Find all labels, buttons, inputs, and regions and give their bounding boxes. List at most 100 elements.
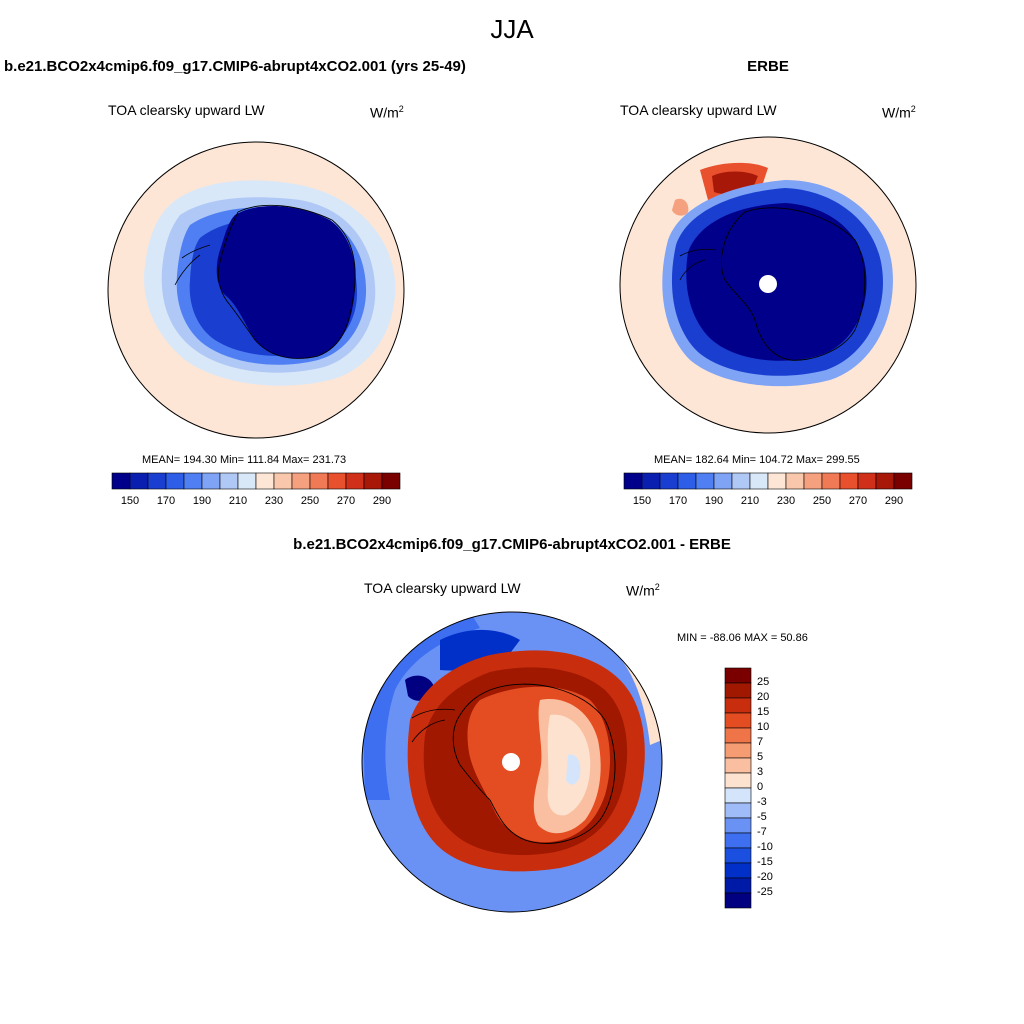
peninsula-coastline (679, 248, 717, 281)
colorbar-tick-label: 250 (812, 495, 832, 507)
colorbar-tick-label: 230 (264, 495, 284, 507)
observation-panel-stats: MEAN= 182.64 Min= 104.72 Max= 299.55 (654, 454, 860, 466)
colorbar-box (237, 472, 257, 490)
colorbar-box (724, 727, 752, 744)
colorbar-box (875, 472, 895, 490)
map-border (619, 136, 917, 434)
difference-panel-heading: b.e21.BCO2x4cmip6.f09_g17.CMIP6-abrupt4x… (293, 536, 731, 553)
coastline (452, 683, 616, 844)
colorbar-box (749, 472, 769, 490)
colorbar-tick-label: -15 (757, 856, 773, 868)
difference-colorbar (724, 667, 752, 909)
pole-hole (759, 275, 777, 293)
colorbar-box (129, 472, 149, 490)
colorbar-box (724, 787, 752, 804)
colorbar-box (695, 472, 715, 490)
colorbar-box (724, 742, 752, 759)
difference-panel-subtitle: TOA clearsky upward LW (364, 580, 521, 596)
colorbar-box (183, 472, 203, 490)
colorbar-box (345, 472, 365, 490)
colorbar-tick-label: 7 (757, 736, 764, 748)
colorbar-box (724, 697, 752, 714)
colorbar-tick-label: 190 (192, 495, 212, 507)
page-title: JJA (490, 14, 534, 44)
colorbar-tick-label: -3 (757, 796, 767, 808)
colorbar-box (381, 472, 401, 490)
model-panel-stats: MEAN= 194.30 Min= 111.84 Max= 231.73 (142, 454, 347, 466)
colorbar-box (677, 472, 697, 490)
map-fill-core (216, 205, 356, 359)
colorbar-box (857, 472, 877, 490)
colorbar-box (111, 472, 131, 490)
map-border (361, 611, 663, 913)
colorbar-box (309, 472, 329, 490)
colorbar-box (893, 472, 913, 490)
colorbar-box (724, 847, 752, 864)
colorbar-box (641, 472, 661, 490)
colorbar-tick-label: 210 (228, 495, 248, 507)
observation-polar-map (619, 136, 917, 434)
colorbar-tick-label: 150 (632, 495, 652, 507)
model-polar-map (107, 141, 405, 439)
colorbar-box (327, 472, 347, 490)
colorbar-box (724, 667, 752, 684)
colorbar-tick-label: 290 (372, 495, 392, 507)
model-colorbar (111, 472, 401, 490)
colorbar-tick-label: 3 (757, 766, 764, 778)
colorbar-box (659, 472, 679, 490)
colorbar-box (147, 472, 167, 490)
colorbar-tick-label: 270 (336, 495, 356, 507)
colorbar-tick-label: 5 (757, 751, 764, 763)
colorbar-box (785, 472, 805, 490)
colorbar-box (724, 712, 752, 729)
colorbar-box (724, 757, 752, 774)
colorbar-box (165, 472, 185, 490)
difference-panel-stats: MIN = -88.06 MAX = 50.86 (677, 632, 808, 644)
colorbar-tick-label: 25 (757, 676, 770, 688)
colorbar-box (821, 472, 841, 490)
colorbar-tick-label: 190 (704, 495, 724, 507)
difference-polar-map (361, 611, 663, 913)
colorbar-box (839, 472, 859, 490)
colorbar-tick-label: 150 (120, 495, 140, 507)
colorbar-tick-label: 15 (757, 706, 770, 718)
colorbar-tick-label: -10 (757, 841, 773, 853)
colorbar-tick-label: 10 (757, 721, 770, 733)
colorbar-box (731, 472, 751, 490)
colorbar-tick-label: -25 (757, 886, 773, 898)
colorbar-tick-label: -20 (757, 871, 773, 883)
colorbar-tick-label: 20 (757, 691, 770, 703)
difference-panel-units: W/m2 (626, 582, 660, 599)
colorbar-box (713, 472, 733, 490)
colorbar-tick-label: 0 (757, 781, 764, 793)
colorbar-box (724, 802, 752, 819)
observation-panel-heading: ERBE (747, 58, 789, 75)
colorbar-tick-label: 270 (848, 495, 868, 507)
colorbar-box (724, 892, 752, 909)
peninsula-coastline (411, 708, 456, 743)
colorbar-box (255, 472, 275, 490)
colorbar-box (724, 832, 752, 849)
colorbar-box (724, 682, 752, 699)
observation-panel-units: W/m2 (882, 104, 916, 121)
map-fill-hot-patch (672, 198, 689, 216)
colorbar-tick-label: 290 (884, 495, 904, 507)
colorbar-box (803, 472, 823, 490)
colorbar-tick-label: -7 (757, 826, 767, 838)
colorbar-box (767, 472, 787, 490)
colorbar-box (724, 877, 752, 894)
colorbar-box (201, 472, 221, 490)
colorbar-box (291, 472, 311, 490)
colorbar-tick-label: -5 (757, 811, 767, 823)
colorbar-box (724, 772, 752, 789)
model-panel-units: W/m2 (370, 104, 404, 121)
colorbar-tick-label: 170 (156, 495, 176, 507)
colorbar-tick-label: 210 (740, 495, 760, 507)
coastline (217, 204, 356, 359)
colorbar-box (724, 817, 752, 834)
model-panel-heading: b.e21.BCO2x4cmip6.f09_g17.CMIP6-abrupt4x… (4, 58, 466, 75)
observation-colorbar (623, 472, 913, 490)
model-panel-subtitle: TOA clearsky upward LW (108, 102, 265, 118)
colorbar-box (724, 862, 752, 879)
